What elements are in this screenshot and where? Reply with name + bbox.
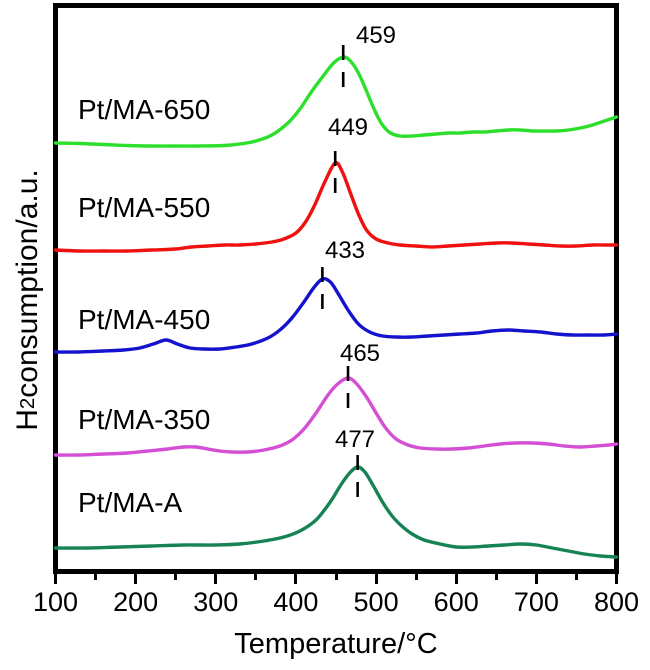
- peak-temp-label-433: 433: [324, 237, 366, 264]
- curve-pt-ma-350: [53, 376, 619, 457]
- series-label-pt-ma-650: Pt/MA-650: [78, 94, 211, 125]
- x-tick-label-300: 300: [193, 587, 239, 617]
- series-label-pt-ma-550: Pt/MA-550: [78, 192, 211, 223]
- series-label-pt-ma-350: Pt/MA-350: [78, 404, 211, 435]
- x-minor-tick-650: [494, 574, 498, 580]
- curve-pt-ma-550: [53, 161, 619, 253]
- curve-pt-ma-a: [53, 465, 619, 559]
- x-tick-label-200: 200: [113, 587, 159, 617]
- x-major-tick-500: [374, 574, 378, 584]
- y-axis-title-prefix: H: [11, 409, 44, 431]
- curve-pt-ma-650: [53, 55, 619, 148]
- x-major-tick-400: [294, 574, 298, 584]
- peak-temp-label-459: 459: [355, 22, 397, 49]
- x-minor-tick-550: [414, 574, 418, 580]
- x-minor-tick-150: [94, 574, 98, 580]
- x-tick-label-600: 600: [433, 587, 479, 617]
- x-tick-label-700: 700: [513, 587, 559, 617]
- x-minor-tick-250: [174, 574, 178, 580]
- x-major-tick-200: [134, 574, 138, 584]
- x-major-tick-700: [534, 574, 538, 584]
- x-minor-tick-750: [574, 574, 578, 580]
- series-label-pt-ma-450: Pt/MA-450: [78, 304, 211, 335]
- peak-temp-label-477: 477: [334, 426, 376, 453]
- x-major-tick-100: [54, 574, 57, 584]
- x-tick-label-500: 500: [353, 587, 399, 617]
- x-tick-label-400: 400: [273, 587, 319, 617]
- peak-temp-label-449: 449: [327, 114, 369, 141]
- x-axis-title: Temperature/°C: [234, 628, 438, 660]
- y-axis-title-rest: consumption/a.u.: [11, 169, 44, 398]
- x-major-tick-600: [454, 574, 458, 584]
- x-tick-label-800: 800: [593, 587, 640, 617]
- series-label-pt-ma-a: Pt/MA-A: [78, 487, 183, 518]
- plot-frame: [53, 3, 619, 574]
- x-major-tick-300: [214, 574, 218, 584]
- x-minor-tick-450: [334, 574, 338, 580]
- x-tick-label-100: 100: [32, 587, 79, 617]
- x-major-tick-800: [615, 574, 618, 584]
- x-minor-tick-350: [254, 574, 258, 580]
- curve-pt-ma-450: [53, 276, 619, 354]
- peak-temp-label-465: 465: [339, 340, 381, 367]
